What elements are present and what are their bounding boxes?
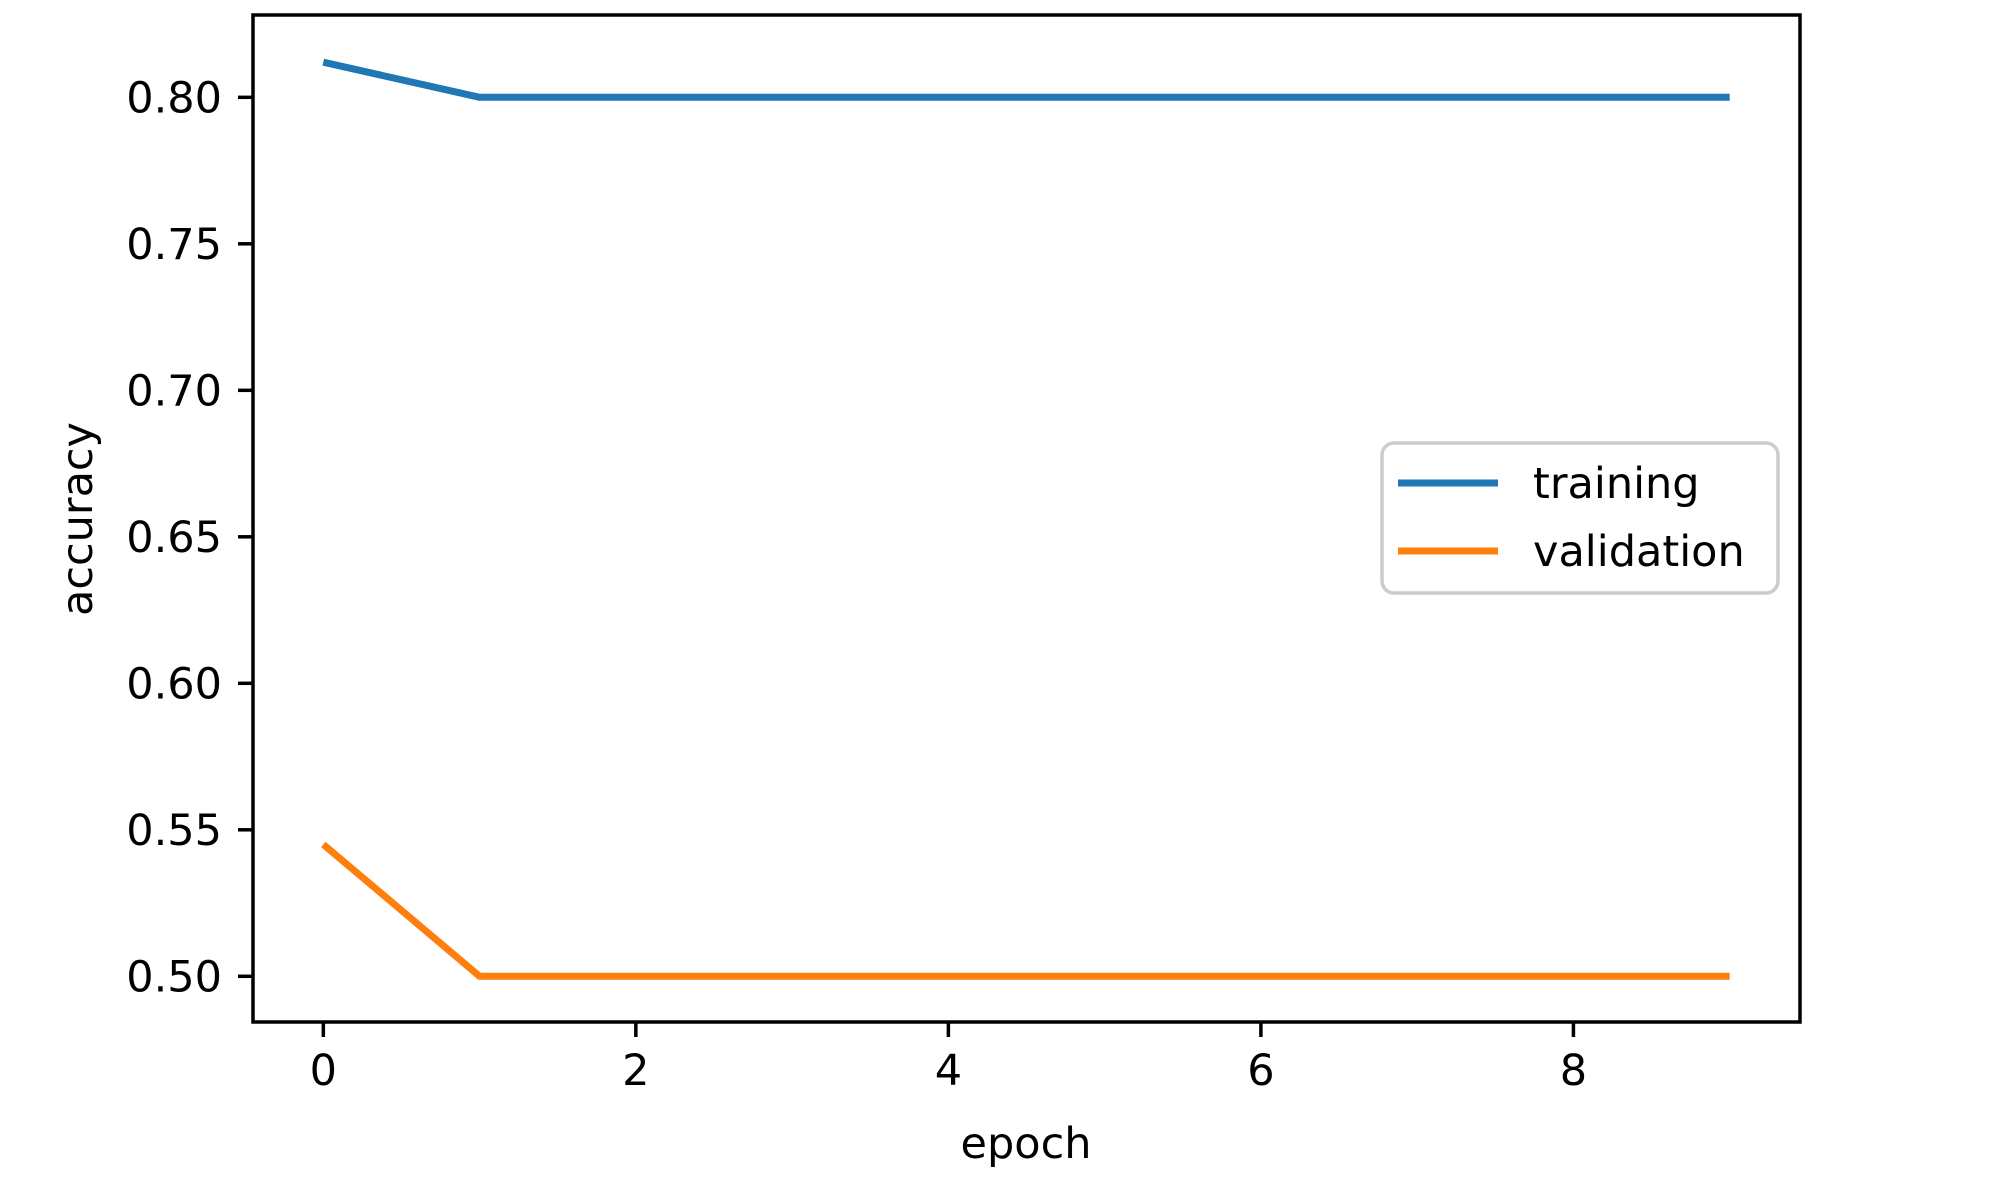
x-axis-label: epoch [961,1119,1092,1169]
validation-line [321,841,1730,980]
axes-frame [251,13,1802,1024]
y-tick-label: 0.70 [126,366,222,416]
training-line [322,58,1730,101]
y-tick-label: 0.55 [126,806,222,856]
x-axis-ticks: 0 2 4 6 8 [310,1022,1587,1096]
x-tick-label: 6 [1247,1046,1274,1096]
x-tick-label: 8 [1560,1046,1587,1096]
legend-item-validation: validation [1398,527,1745,577]
legend-label-training: training [1533,459,1700,509]
y-tick-label: 0.50 [126,952,222,1002]
legend-item-training: training [1398,459,1700,509]
y-tick-label: 0.75 [126,220,222,270]
y-tick-label: 0.60 [126,659,222,709]
legend: training validation [1380,441,1780,595]
y-axis-ticks: 0.50 0.55 0.60 0.65 0.70 0.75 0.80 [126,73,253,1002]
x-tick-label: 0 [310,1046,337,1096]
y-axis-label: accuracy [53,422,103,616]
x-tick-label: 4 [935,1046,962,1096]
y-tick-label: 0.80 [126,73,222,123]
y-tick-label: 0.65 [126,513,222,563]
legend-label-validation: validation [1533,527,1745,577]
x-tick-label: 2 [622,1046,649,1096]
series-lines [321,58,1730,980]
